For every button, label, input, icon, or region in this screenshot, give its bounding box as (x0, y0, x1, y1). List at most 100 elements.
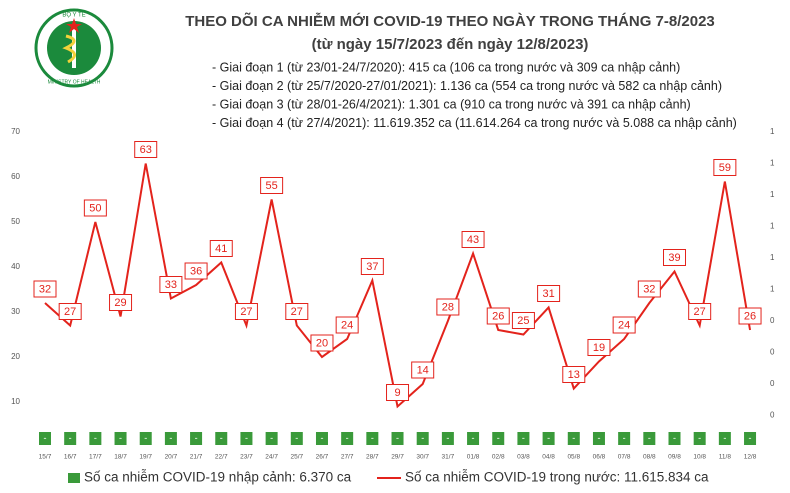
value-label: - (295, 433, 298, 443)
value-label-box (134, 141, 158, 158)
value-label-box (265, 432, 278, 445)
legend-label: Số ca nhiễm COVID-19 nhập cảnh: 6.370 ca (84, 470, 352, 485)
value-label-box (391, 432, 404, 445)
value-label: 13 (568, 369, 580, 381)
x-tick-label: 30/7 (416, 454, 429, 461)
value-label: - (69, 433, 72, 443)
x-tick-label: 23/7 (240, 454, 253, 461)
value-label: - (396, 433, 399, 443)
value-label: - (270, 433, 273, 443)
legend-swatch (68, 473, 80, 483)
value-label-box (618, 432, 631, 445)
x-tick-label: 21/7 (190, 454, 203, 461)
value-label-box (744, 432, 757, 445)
logo-bottom: MINISTRY OF HEALTH (48, 79, 101, 85)
value-label: - (44, 433, 47, 443)
y-tick-label: 20 (11, 352, 20, 361)
value-label-box (39, 432, 51, 445)
value-label-box (486, 307, 510, 325)
value-label: - (320, 433, 323, 443)
value-label-box (64, 432, 77, 445)
x-tick-label: 24/7 (265, 454, 278, 461)
value-label-box (33, 280, 57, 298)
value-label-box (663, 249, 686, 266)
y-tick-label: 40 (11, 262, 20, 271)
value-label: - (723, 433, 726, 443)
legend-label: Số ca nhiễm COVID-19 trong nước: 11.615.… (405, 470, 709, 485)
value-label-box (366, 432, 379, 445)
value-label: 59 (719, 162, 731, 174)
value-label: 41 (215, 243, 227, 255)
value-label-box (190, 432, 203, 445)
value-label-box (718, 432, 731, 445)
value-label-box (58, 303, 82, 320)
value-label: 25 (517, 315, 529, 327)
value-label: 9 (394, 387, 400, 399)
y-tick-label: 70 (11, 127, 20, 136)
value-label-box (315, 432, 328, 445)
value-label-box (310, 334, 334, 352)
y2-tick-label: 1 (770, 159, 775, 168)
x-tick-label: 06/8 (593, 454, 606, 461)
value-label: 31 (542, 288, 554, 300)
value-label-box (109, 294, 133, 311)
chart-subtitle: (từ ngày 15/7/2023 đến ngày 12/8/2023) (312, 36, 589, 53)
value-label: 37 (366, 261, 378, 273)
x-tick-label: 19/7 (139, 454, 152, 461)
value-label-box (184, 262, 208, 280)
value-label: - (346, 433, 349, 443)
value-label-box (643, 432, 656, 445)
value-label: 24 (341, 319, 353, 331)
value-label-box (285, 303, 309, 320)
value-label-box (517, 432, 530, 445)
value-label-box (139, 432, 152, 445)
value-label-box (668, 432, 681, 445)
x-tick-label: 09/8 (668, 454, 681, 461)
value-label: 32 (643, 283, 655, 295)
x-tick-label: 08/8 (643, 454, 656, 461)
value-label: 36 (190, 265, 202, 277)
x-tick-label: 22/7 (215, 454, 228, 461)
value-label: - (522, 433, 525, 443)
value-label: 43 (467, 234, 479, 246)
value-label: 50 (89, 202, 101, 214)
value-label-box (537, 285, 561, 302)
y2-tick-label: 1 (770, 127, 775, 136)
value-label: 55 (265, 180, 277, 192)
value-label: - (144, 433, 147, 443)
value-label-box (159, 276, 183, 293)
value-label-box (360, 258, 384, 275)
value-label-box (693, 432, 706, 445)
y-tick-label: 30 (11, 307, 20, 316)
x-tick-label: 27/7 (341, 454, 354, 461)
x-tick-label: 11/8 (719, 454, 732, 461)
value-label-box (240, 432, 253, 445)
note: - Giai đoạn 2 (từ 25/7/2020-27/01/2021):… (212, 79, 722, 93)
value-label: 32 (39, 283, 51, 295)
value-label-box (411, 361, 435, 379)
value-label-box (89, 432, 102, 445)
value-label: 27 (240, 306, 252, 318)
value-label-box (215, 432, 228, 445)
value-label-box (164, 432, 177, 445)
note: - Giai đoạn 3 (từ 28/01-26/4/2021): 1.30… (212, 97, 691, 111)
value-label-box (386, 384, 410, 401)
value-label-box (492, 432, 505, 445)
x-tick-label: 25/7 (290, 454, 303, 461)
value-label: - (673, 433, 676, 443)
value-label-box (592, 432, 605, 445)
value-label: - (169, 433, 172, 443)
value-label-box (511, 312, 535, 329)
x-tick-label: 04/8 (542, 454, 555, 461)
value-label-box (114, 432, 127, 445)
x-tick-label: 15/7 (39, 454, 52, 461)
x-tick-label: 29/7 (391, 454, 404, 461)
value-label: - (547, 433, 550, 443)
value-label-box (234, 303, 258, 320)
note: - Giai đoạn 4 (từ 27/4/2021): 11.619.352… (212, 116, 737, 130)
value-label-box (441, 432, 454, 445)
value-label: - (371, 433, 374, 443)
x-tick-label: 02/8 (492, 454, 505, 461)
value-label: - (119, 433, 122, 443)
